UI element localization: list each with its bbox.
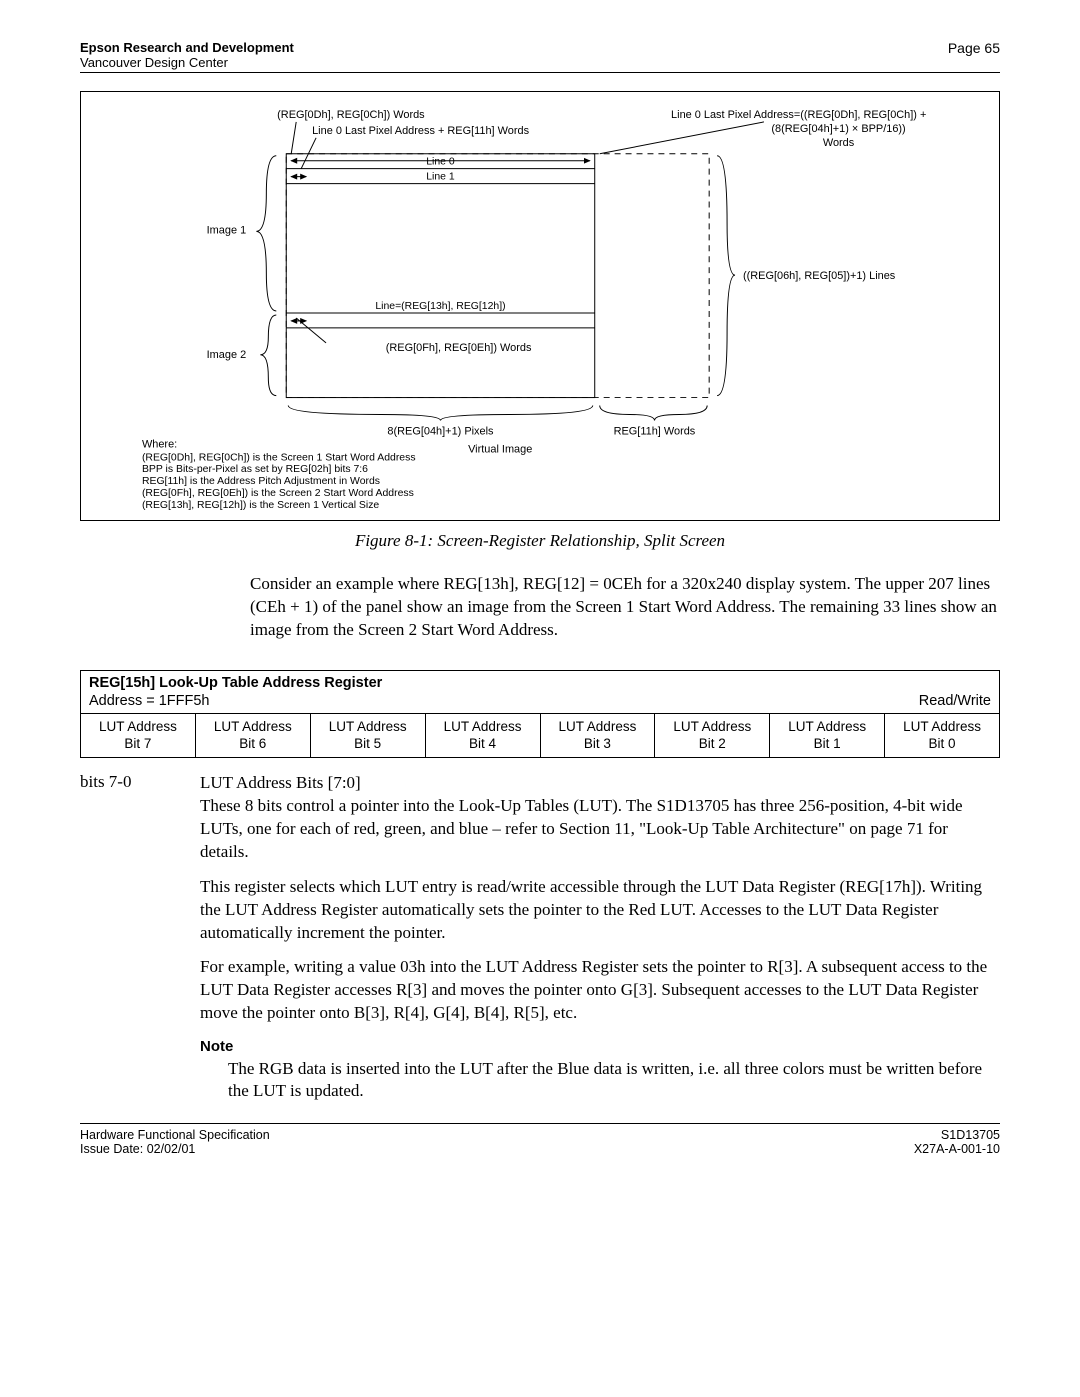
fig-label: ((REG[06h], REG[05])+1) Lines (743, 270, 896, 282)
fig-label: (REG[0Dh], REG[0Ch]) is the Screen 1 Sta… (142, 452, 416, 463)
page-number: Page 65 (948, 40, 1000, 70)
header-left: Epson Research and Development Vancouver… (80, 40, 294, 70)
desc-p1: These 8 bits control a pointer into the … (200, 796, 963, 861)
footer-left: Hardware Functional Specification Issue … (80, 1128, 270, 1156)
bit-cell: LUT AddressBit 5 (310, 713, 425, 757)
fig-label: REG[11h] is the Address Pitch Adjustment… (142, 476, 380, 487)
reg-rw: Read/Write (919, 693, 991, 709)
reg-title: REG[15h] Look-Up Table Address Register (89, 675, 991, 691)
fig-label: REG[11h] Words (614, 425, 696, 437)
bits-body: LUT Address Bits [7:0] These 8 bits cont… (200, 772, 1000, 1104)
desc-heading: LUT Address Bits [7:0] (200, 773, 361, 792)
fig-label: Words (823, 137, 855, 149)
reg-header-cell: REG[15h] Look-Up Table Address Register … (81, 670, 1000, 713)
figure-caption: Figure 8-1: Screen-Register Relationship… (80, 531, 1000, 551)
fig-label: Where: (142, 438, 177, 450)
bit-cell: LUT AddressBit 7 (81, 713, 196, 757)
fig-label: 8(REG[04h]+1) Pixels (387, 425, 494, 437)
fig-label: (8(REG[04h]+1) × BPP/16)) (771, 123, 905, 135)
footer: Hardware Functional Specification Issue … (80, 1123, 1000, 1156)
fig-label: Image 2 (207, 349, 247, 361)
fig-label: (REG[13h], REG[12h]) is the Screen 1 Ver… (142, 500, 379, 511)
page-header: Epson Research and Development Vancouver… (80, 40, 1000, 73)
bit-row: LUT AddressBit 7 LUT AddressBit 6 LUT Ad… (81, 713, 1000, 757)
fig-label: Image 1 (207, 224, 247, 236)
note-label: Note (200, 1037, 1000, 1057)
fig-label: Line 1 (426, 172, 455, 183)
org-name: Epson Research and Development (80, 40, 294, 55)
figure-svg: (REG[0Dh], REG[0Ch]) Words Line 0 Last P… (91, 104, 989, 512)
register-table: REG[15h] Look-Up Table Address Register … (80, 670, 1000, 758)
desc-p3: For example, writing a value 03h into th… (200, 956, 1000, 1025)
footer-right: S1D13705 X27A-A-001-10 (914, 1128, 1000, 1156)
figure-box: (REG[0Dh], REG[0Ch]) Words Line 0 Last P… (80, 91, 1000, 521)
fig-label: Line 0 Last Pixel Address=((REG[0Dh], RE… (671, 109, 926, 121)
bit-cell: LUT AddressBit 3 (540, 713, 655, 757)
fig-label: Line 0 Last Pixel Address + REG[11h] Wor… (312, 125, 529, 137)
bit-cell: LUT AddressBit 0 (885, 713, 1000, 757)
desc-p2: This register selects which LUT entry is… (200, 876, 1000, 945)
fig-label: Line=(REG[13h], REG[12h]) (375, 301, 505, 312)
fig-label: BPP is Bits-per-Pixel as set by REG[02h]… (142, 464, 368, 475)
dept-name: Vancouver Design Center (80, 55, 228, 70)
fig-label: (REG[0Fh], REG[0Eh]) Words (386, 342, 532, 354)
fig-label: (REG[0Fh], REG[0Eh]) is the Screen 2 Sta… (142, 488, 414, 499)
note-body: The RGB data is inserted into the LUT af… (228, 1058, 1000, 1104)
bit-cell: LUT AddressBit 1 (770, 713, 885, 757)
fig-label: Line 0 (426, 157, 455, 168)
reg-address: Address = 1FFF5h (89, 693, 209, 709)
example-paragraph: Consider an example where REG[13h], REG[… (250, 573, 1000, 642)
bit-cell: LUT AddressBit 4 (425, 713, 540, 757)
bit-cell: LUT AddressBit 6 (195, 713, 310, 757)
bits-description: bits 7-0 LUT Address Bits [7:0] These 8 … (80, 772, 1000, 1104)
fig-label: (REG[0Dh], REG[0Ch]) Words (277, 109, 425, 121)
fig-label: Virtual Image (468, 443, 532, 455)
bits-label: bits 7-0 (80, 772, 200, 1104)
bit-cell: LUT AddressBit 2 (655, 713, 770, 757)
